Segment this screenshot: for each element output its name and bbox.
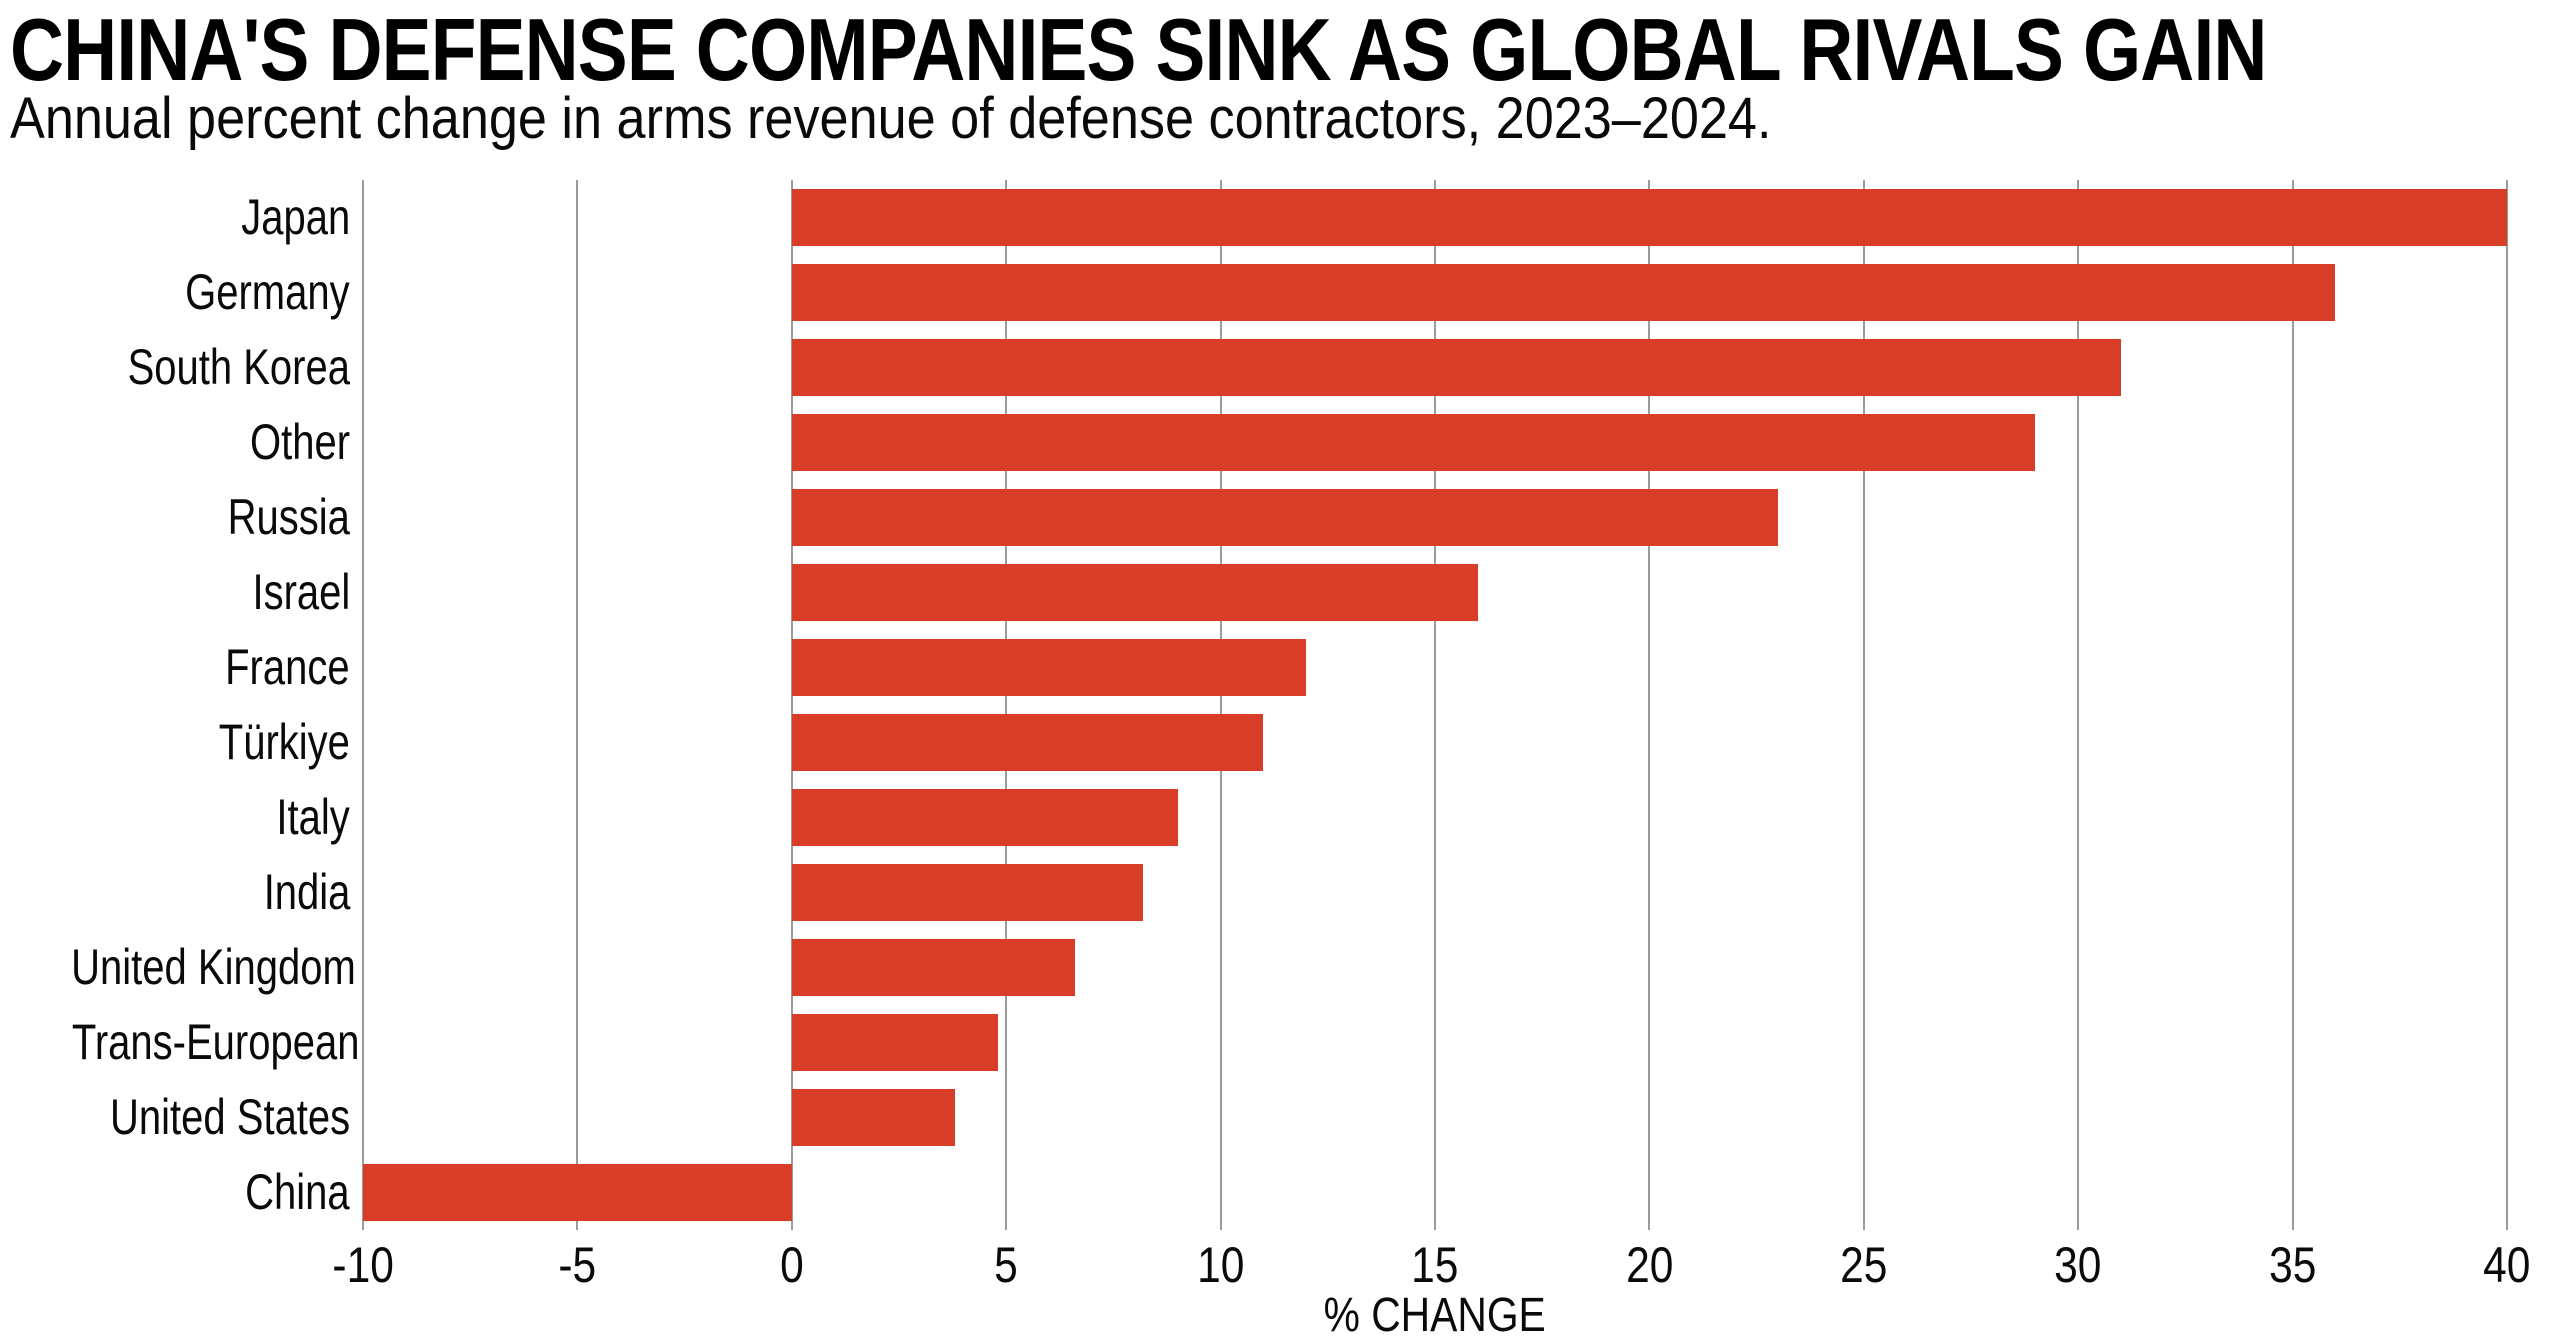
chart-row: Russia bbox=[0, 480, 2560, 555]
x-tick-label: 20 bbox=[1549, 1240, 1749, 1290]
chart-row: India bbox=[0, 855, 2560, 930]
category-label-text: Germany bbox=[185, 264, 351, 320]
category-label: Italy bbox=[0, 780, 350, 855]
bar bbox=[791, 939, 1075, 996]
category-label-text: Japan bbox=[241, 189, 350, 245]
chart-row: China bbox=[0, 1155, 2560, 1230]
category-label-text: United Kingdom bbox=[71, 939, 356, 995]
category-label: India bbox=[0, 855, 350, 930]
category-label: Other bbox=[0, 405, 350, 480]
gridline bbox=[1648, 180, 1651, 1230]
category-label-text: Italy bbox=[276, 789, 350, 845]
gridline bbox=[1219, 180, 1222, 1230]
chart-row: Other bbox=[0, 405, 2560, 480]
chart-title: CHINA'S DEFENSE COMPANIES SINK AS GLOBAL… bbox=[10, 6, 2560, 94]
category-label: United Kingdom bbox=[0, 930, 356, 1005]
category-label: United States bbox=[0, 1080, 350, 1155]
gridline bbox=[2077, 180, 2080, 1230]
gridline bbox=[362, 180, 364, 1230]
bar bbox=[791, 789, 1178, 846]
bar bbox=[791, 1014, 998, 1071]
bar bbox=[791, 264, 2336, 321]
category-label-text: France bbox=[225, 639, 351, 695]
gridline bbox=[1005, 180, 1008, 1230]
bar bbox=[363, 1164, 792, 1221]
chart-row: United Kingdom bbox=[0, 930, 2560, 1005]
bar bbox=[791, 564, 1478, 621]
bar bbox=[791, 339, 2122, 396]
x-tick-label-text: 35 bbox=[2268, 1237, 2317, 1293]
category-label: Türkiye bbox=[0, 705, 350, 780]
chart-row: Italy bbox=[0, 780, 2560, 855]
x-tick-label-text: 30 bbox=[2054, 1237, 2102, 1293]
x-tick-label-text: -10 bbox=[332, 1237, 394, 1293]
chart-row: Israel bbox=[0, 555, 2560, 630]
category-label-text: Other bbox=[249, 414, 350, 470]
gridline bbox=[1434, 180, 1436, 1230]
chart-row: Trans-European bbox=[0, 1005, 2560, 1080]
category-label: France bbox=[0, 630, 351, 705]
category-label-text: Türkiye bbox=[218, 714, 350, 770]
category-label-text: India bbox=[263, 864, 350, 920]
bar bbox=[791, 639, 1307, 696]
x-tick-label: 5 bbox=[906, 1240, 1106, 1290]
x-axis-tick-labels: -10 -5 0 5 10 15 20 25 30 35 40 bbox=[0, 1240, 2560, 1296]
category-label-text: South Korea bbox=[127, 339, 350, 395]
chart-row: United States bbox=[0, 1080, 2560, 1155]
x-tick-label: -10 bbox=[263, 1240, 463, 1290]
bar bbox=[791, 414, 2036, 471]
x-tick-label-text: 5 bbox=[994, 1237, 1019, 1293]
bar bbox=[791, 489, 1779, 546]
category-label-text: United States bbox=[109, 1089, 350, 1145]
category-label-text: Israel bbox=[252, 564, 350, 620]
category-label: Russia bbox=[0, 480, 350, 555]
x-axis-title-text: % CHANGE bbox=[1323, 1289, 1547, 1340]
x-tick-label: 30 bbox=[1978, 1240, 2178, 1290]
x-tick-label-text: 40 bbox=[2483, 1237, 2531, 1293]
bar bbox=[791, 864, 1144, 921]
chart-subtitle-text: Annual percent change in arms revenue of… bbox=[10, 86, 1772, 151]
chart-row: South Korea bbox=[0, 330, 2560, 405]
x-axis-title: % CHANGE bbox=[1235, 1292, 1635, 1340]
x-tick-label-text: -5 bbox=[558, 1237, 597, 1293]
plot-area: Japan Germany South Korea Other Russia Israel… bbox=[0, 180, 2560, 1230]
category-label: China bbox=[0, 1155, 350, 1230]
bar bbox=[791, 189, 2507, 246]
category-label: Germany bbox=[0, 255, 351, 330]
category-label: Japan bbox=[0, 180, 350, 255]
x-tick-label: 40 bbox=[2407, 1240, 2560, 1290]
x-tick-label-text: 25 bbox=[1840, 1237, 1888, 1293]
gridline bbox=[1862, 180, 1865, 1230]
chart-row: Türkiye bbox=[0, 705, 2560, 780]
category-label-text: China bbox=[245, 1164, 350, 1220]
x-tick-label-text: 20 bbox=[1625, 1237, 1674, 1293]
category-label: South Korea bbox=[0, 330, 350, 405]
gridline bbox=[2506, 180, 2508, 1230]
chart-title-text: CHINA'S DEFENSE COMPANIES SINK AS GLOBAL… bbox=[10, 0, 2267, 99]
x-tick-label-text: 15 bbox=[1411, 1237, 1459, 1293]
x-tick-label: 0 bbox=[692, 1240, 892, 1290]
category-label-text: Trans-European bbox=[71, 1014, 360, 1070]
x-tick-label-text: 10 bbox=[1196, 1237, 1245, 1293]
x-tick-label: 25 bbox=[1764, 1240, 1964, 1290]
x-tick-label: 35 bbox=[2193, 1240, 2393, 1290]
bar bbox=[791, 1089, 955, 1146]
x-tick-label: 15 bbox=[1335, 1240, 1535, 1290]
chart-row: Japan bbox=[0, 180, 2560, 255]
category-label: Trans-European bbox=[0, 1005, 360, 1080]
bar bbox=[791, 714, 1264, 771]
gridline bbox=[2291, 180, 2294, 1230]
category-label: Israel bbox=[0, 555, 350, 630]
gridline bbox=[576, 180, 579, 1230]
category-label-text: Russia bbox=[227, 489, 350, 545]
x-tick-label-text: 0 bbox=[779, 1237, 804, 1293]
gridline bbox=[790, 180, 793, 1230]
chart-row: Germany bbox=[0, 255, 2560, 330]
chart-row: France bbox=[0, 630, 2560, 705]
x-tick-label: -5 bbox=[477, 1240, 677, 1290]
chart-subtitle: Annual percent change in arms revenue of… bbox=[10, 90, 1967, 148]
x-tick-label: 10 bbox=[1121, 1240, 1321, 1290]
